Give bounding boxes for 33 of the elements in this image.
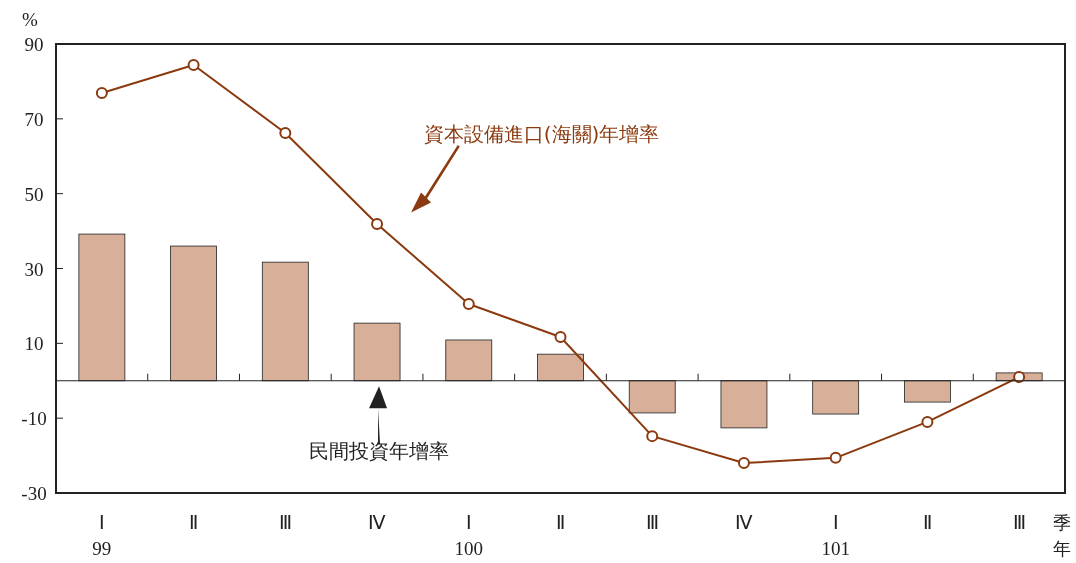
x-tick-label: Ⅲ: [278, 512, 292, 533]
point: [554, 330, 567, 343]
y-tick-label: 90: [24, 34, 44, 55]
y-tick-label: -30: [21, 483, 47, 504]
point: [279, 127, 292, 140]
y-tick-label: -10: [21, 408, 47, 430]
y-tick-label: 10: [24, 333, 44, 355]
y-axis-title: %: [22, 9, 39, 30]
x-tick-label: Ⅰ 101: [821, 512, 850, 559]
point: [1013, 371, 1026, 384]
x-tick-label: Ⅲ: [645, 512, 659, 533]
x-tick-label: Ⅰ 99: [92, 512, 112, 559]
point: [95, 87, 108, 100]
point: [187, 58, 200, 71]
x-tick-label: Ⅱ: [556, 512, 565, 533]
y-tick-label: 30: [24, 258, 44, 280]
text: 資本設備進口(海關)年增率: [423, 122, 660, 147]
x-tick-label: Ⅱ: [189, 512, 199, 533]
x-tick-label: Ⅳ: [368, 512, 387, 533]
point: [921, 415, 934, 428]
y-tick-label: 50: [24, 183, 44, 205]
x-tick-label: Ⅰ 100: [454, 512, 484, 559]
text: 民間投資年增率: [309, 438, 450, 463]
point: [646, 430, 659, 443]
x-tick-label: Ⅲ: [1012, 512, 1026, 533]
x-axis-title: 季年: [1053, 512, 1071, 559]
point: [462, 298, 475, 311]
x-tick-label: Ⅳ: [734, 512, 753, 533]
y-tick-label: 70: [24, 108, 44, 130]
x-tick-label: Ⅱ: [922, 512, 932, 533]
point: [371, 217, 384, 230]
point: [829, 451, 842, 464]
point: [737, 457, 750, 470]
